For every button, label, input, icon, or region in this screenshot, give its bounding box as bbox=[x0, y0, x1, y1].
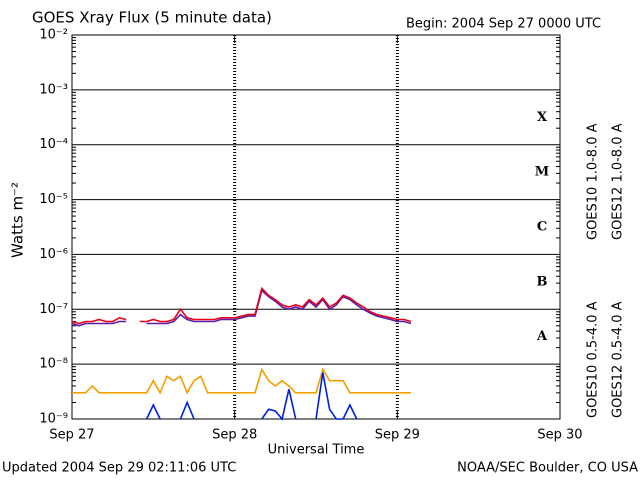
flare-class-label: M bbox=[535, 165, 549, 180]
flare-class-label: X bbox=[537, 110, 548, 125]
y-tick-label: 10⁻⁶ bbox=[39, 247, 68, 262]
chart-title: GOES Xray Flux (5 minute data) bbox=[32, 9, 272, 27]
series-line bbox=[72, 367, 411, 395]
x-tick-label: Sep 29 bbox=[375, 428, 420, 443]
legend-entry: GOES10 0.5-4.0 A bbox=[586, 301, 601, 418]
x-axis-label: Universal Time bbox=[268, 443, 365, 458]
y-tick-label: 10⁻⁵ bbox=[39, 192, 68, 207]
flare-class-label: B bbox=[537, 274, 548, 289]
y-tick-label: 10⁻⁴ bbox=[39, 137, 68, 152]
x-tick-label: Sep 28 bbox=[212, 428, 257, 443]
y-axis-label: Watts m⁻² bbox=[9, 182, 27, 258]
y-tick-label: 10⁻⁸ bbox=[39, 357, 68, 372]
x-tick-label: Sep 30 bbox=[537, 428, 582, 443]
legend-entry: GOES12 1.0-8.0 A bbox=[611, 123, 626, 240]
legend-entry: GOES12 0.5-4.0 A bbox=[611, 301, 626, 418]
y-tick-label: 10⁻² bbox=[39, 28, 68, 43]
y-tick-label: 10⁻⁹ bbox=[39, 412, 68, 427]
y-tick-label: 10⁻³ bbox=[39, 82, 68, 97]
chart-subtitle: Begin: 2004 Sep 27 0000 UTC bbox=[406, 17, 601, 32]
legend-entry: GOES10 1.0-8.0 A bbox=[586, 123, 601, 240]
footer-left: Updated 2004 Sep 29 02:11:06 UTC bbox=[2, 461, 236, 476]
series-line bbox=[71, 289, 412, 327]
flare-class-label: A bbox=[536, 329, 548, 344]
y-tick-label: 10⁻⁷ bbox=[39, 302, 68, 317]
series-line bbox=[71, 286, 412, 325]
plot-frame bbox=[71, 34, 561, 420]
footer-right: NOAA/SEC Boulder, CO USA bbox=[457, 461, 638, 476]
series-line bbox=[145, 372, 358, 421]
flare-class-label: C bbox=[537, 220, 547, 235]
x-tick-label: Sep 27 bbox=[49, 428, 94, 443]
